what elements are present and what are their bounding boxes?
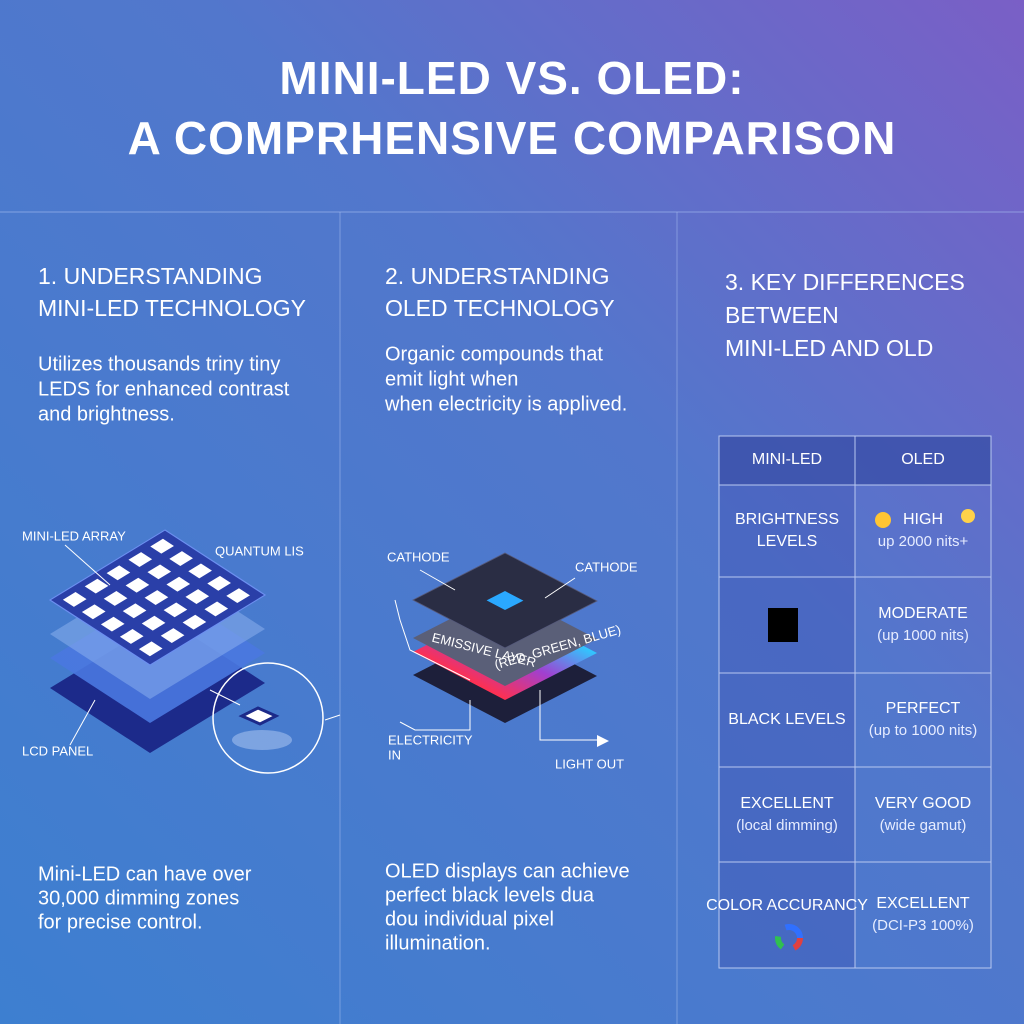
led <box>182 614 207 630</box>
led <box>185 589 210 605</box>
section-footer: for precise control. <box>38 911 203 933</box>
leader <box>64 544 111 586</box>
led <box>106 565 131 581</box>
led <box>188 563 212 579</box>
diagram-label: CATHODE <box>387 549 450 564</box>
oled-diagram <box>394 552 609 747</box>
diagram-label: IN <box>388 747 401 762</box>
section-heading: MINI-LED AND OLD <box>725 335 933 361</box>
table-cell: VERY GOOD <box>875 795 971 812</box>
table-cell: up 2000 nits+ <box>878 533 969 550</box>
table-cell: (up 1000 nits) <box>877 627 969 644</box>
section-heading: 3. KEY DIFFERENCES <box>725 269 965 295</box>
table-cell: COLOR ACCURANCY <box>706 897 868 914</box>
section-footer: dou individual pixel <box>385 908 554 930</box>
led <box>62 592 87 607</box>
table-header: MINI-LED <box>752 451 822 468</box>
title: MINI-LED VS. OLED: <box>279 52 744 104</box>
table-cell: EXCELLENT <box>876 895 970 912</box>
section-footer: illumination. <box>385 932 491 954</box>
section-body: Organic compounds that <box>385 343 603 365</box>
section-heading: 1. UNDERSTANDING <box>38 263 263 289</box>
table-cell: (up to 1000 nits) <box>869 722 977 739</box>
led <box>138 641 163 657</box>
table-cell: LEVELS <box>757 533 817 550</box>
diagram-label: ELECTRICITY <box>388 732 473 747</box>
led <box>141 615 166 631</box>
led <box>204 601 229 617</box>
comparison-table <box>718 435 992 969</box>
led <box>84 578 109 594</box>
led <box>128 552 153 567</box>
led <box>207 575 231 591</box>
title: A COMPRHENSIVE COMPARISON <box>128 112 897 164</box>
table-cell: (DCI-P3 100%) <box>872 917 974 934</box>
section-footer: 30,000 dimming zones <box>38 887 239 909</box>
led <box>103 591 128 606</box>
led <box>81 604 106 620</box>
led <box>147 564 172 580</box>
led <box>169 551 193 567</box>
table-header: OLED <box>901 451 945 468</box>
led <box>163 602 188 618</box>
diagram-label: CATHODE <box>575 559 638 574</box>
section-heading: MINI-LED TECHNOLOGY <box>38 295 306 321</box>
table-cell: MODERATE <box>878 605 967 622</box>
diagram-label: QUANTUM LIS <box>215 543 304 558</box>
led <box>122 603 147 619</box>
led <box>166 576 191 592</box>
section-body: emit light when <box>385 368 518 390</box>
table-cell: BRIGHTNESS <box>735 511 839 528</box>
led <box>144 590 169 605</box>
section-footer: Mini-LED can have over <box>38 863 252 885</box>
led <box>226 588 250 604</box>
led <box>100 616 125 632</box>
section-footer: perfect black levels dua <box>385 884 595 906</box>
leader <box>69 699 96 746</box>
diagram-label: LIGHT OUT <box>555 756 624 771</box>
section-heading: OLED TECHNOLOGY <box>385 295 615 321</box>
table-cell: (local dimming) <box>736 817 838 834</box>
section-body: and brightness. <box>38 403 175 425</box>
section-body: Utilizes thousands triny tiny <box>38 353 280 375</box>
section-body: LEDS for enhanced contrast <box>38 378 290 400</box>
diagram-label: LCD PANEL <box>22 743 93 758</box>
led <box>119 629 144 644</box>
section-heading: BETWEEN <box>725 302 839 328</box>
leader <box>324 714 341 721</box>
section-body: when electricity is applived. <box>384 393 627 415</box>
table-cell: HIGH <box>903 511 943 528</box>
leader <box>209 689 241 706</box>
table-cell: (wide gamut) <box>880 817 967 834</box>
section-footer: OLED displays can achieve <box>385 860 630 882</box>
led <box>160 628 185 643</box>
table-cell: EXCELLENT <box>740 795 834 812</box>
table-cell: PERFECT <box>886 700 961 717</box>
section-heading: 2. UNDERSTANDING <box>385 263 610 289</box>
led <box>150 538 174 554</box>
led <box>125 577 150 593</box>
mini-led-diagram <box>48 529 341 774</box>
table-cell: BLACK LEVELS <box>728 711 845 728</box>
diagram-label: MINI-LED ARRAY <box>22 528 126 543</box>
